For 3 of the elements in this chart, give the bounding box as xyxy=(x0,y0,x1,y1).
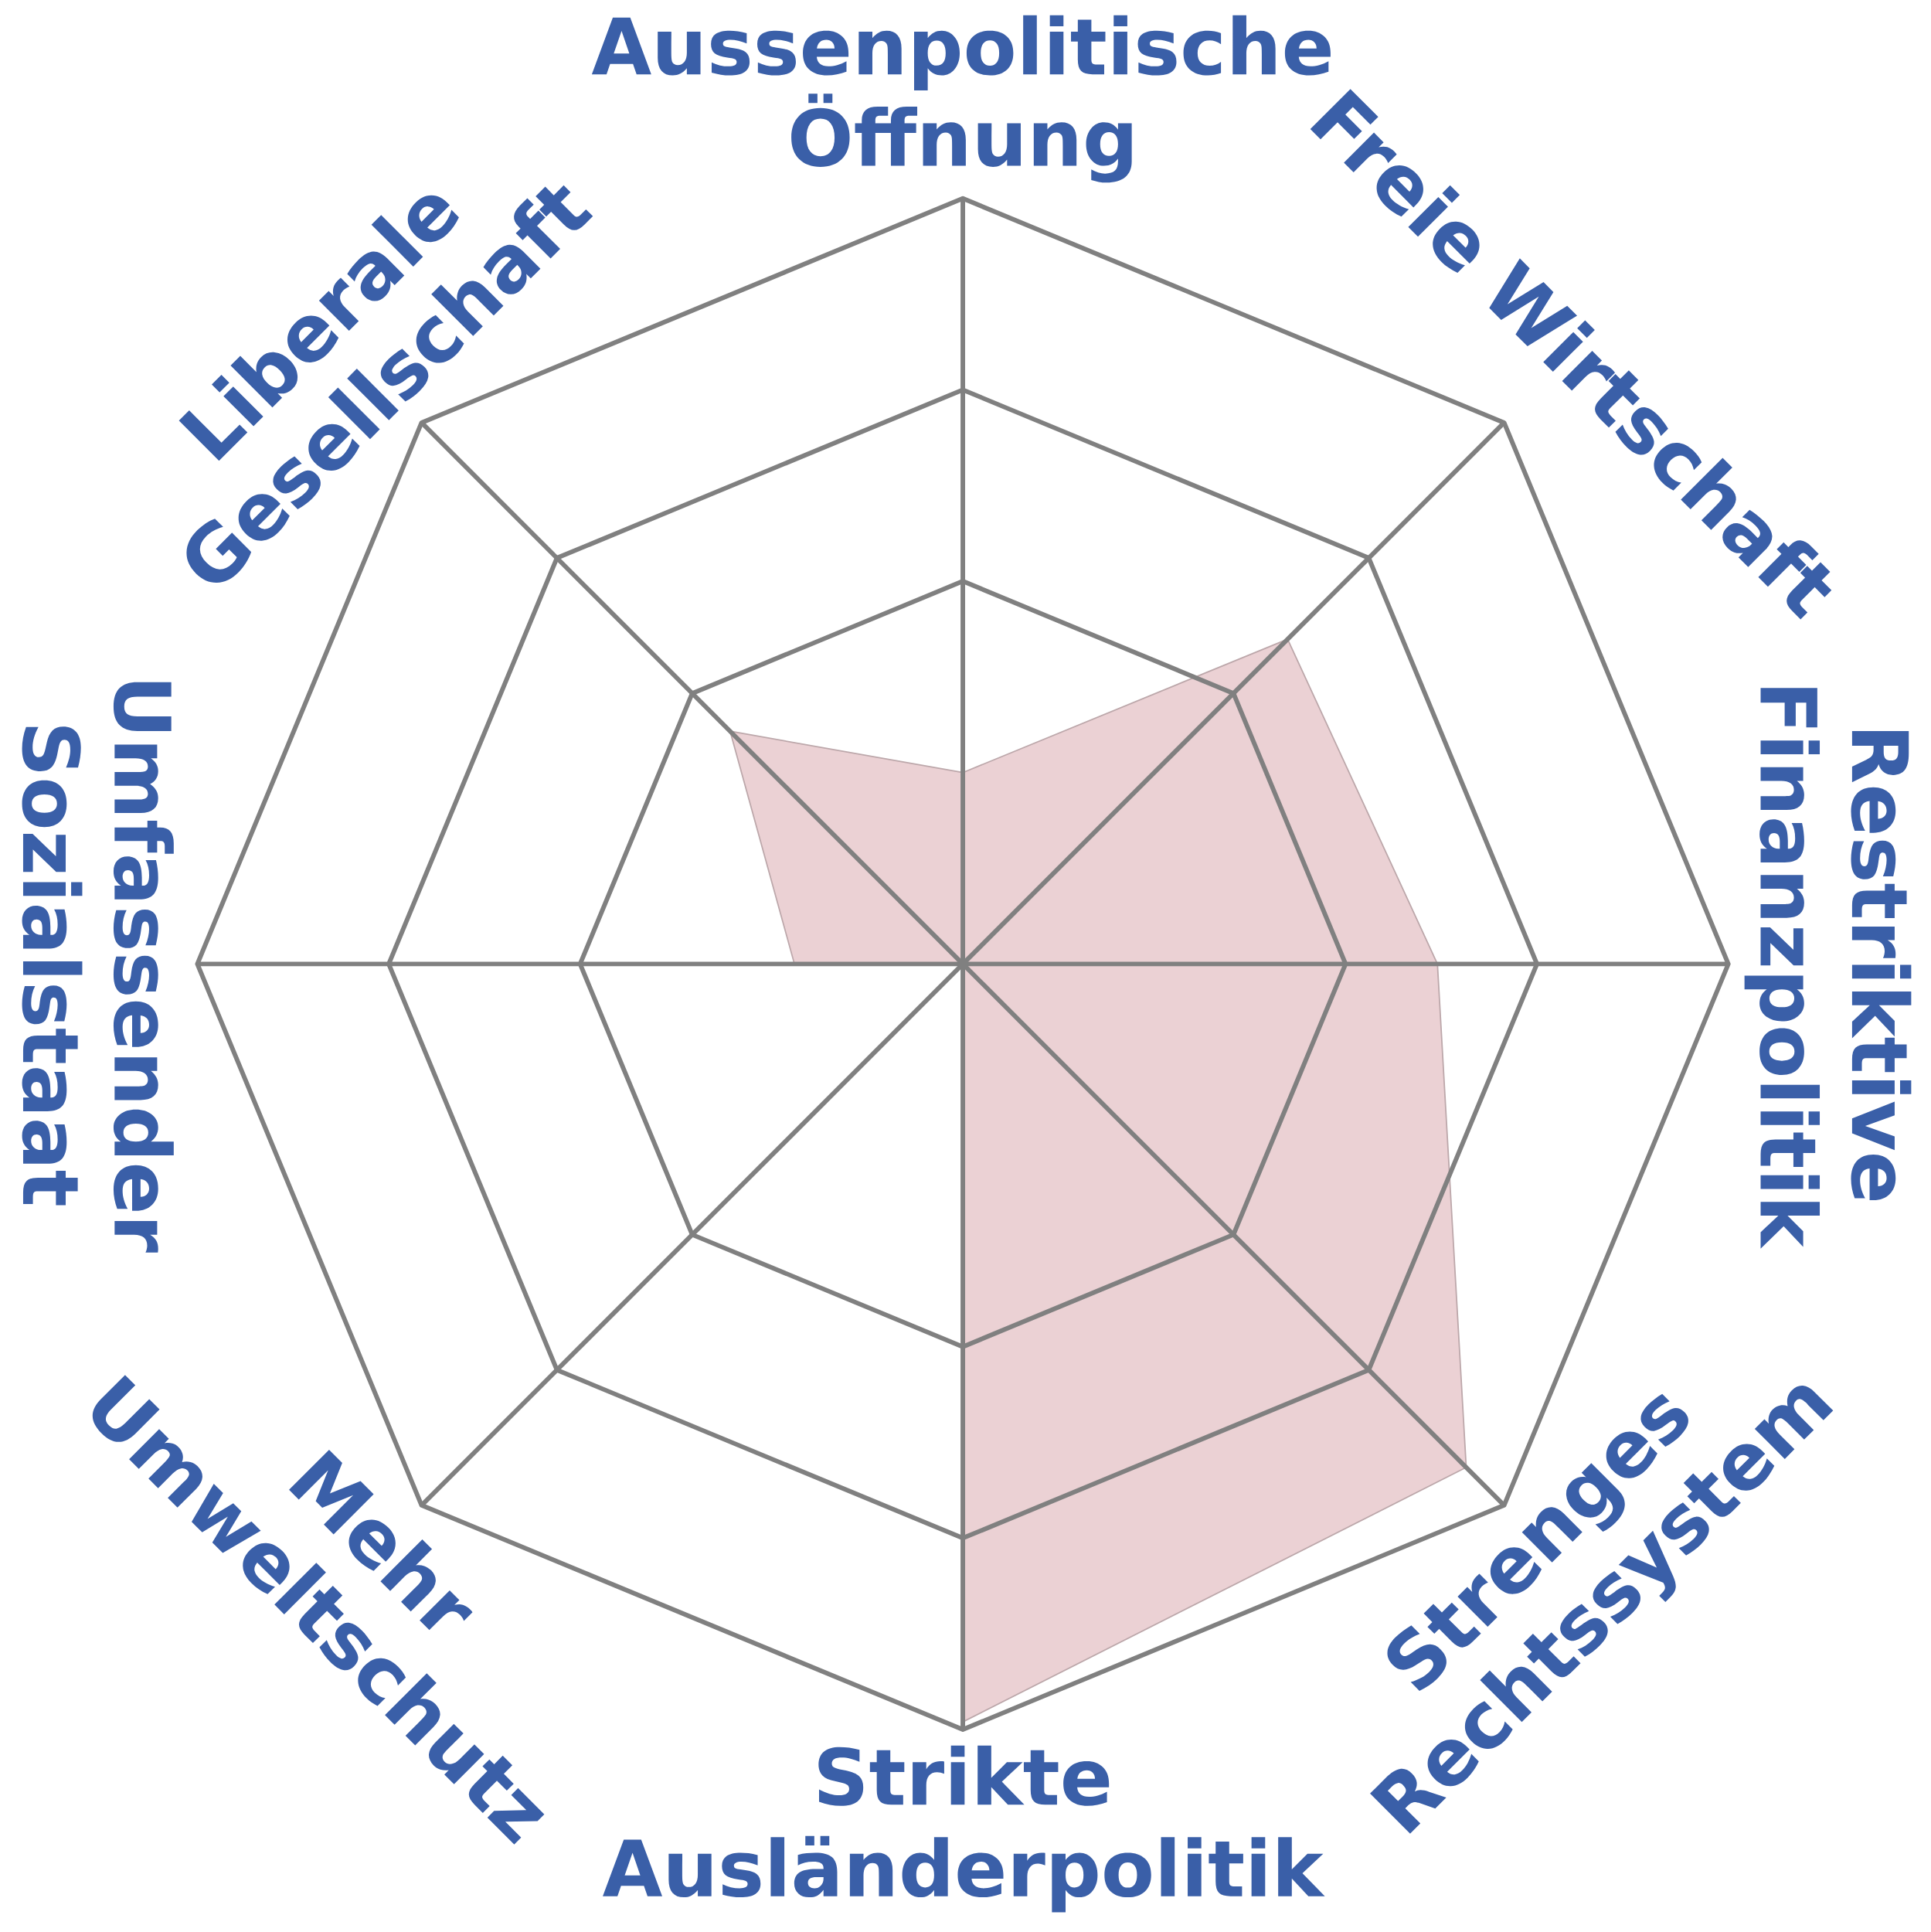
spoke-label: Umfassender Sozialstaat xyxy=(22,682,175,1253)
spoke-label: Strikte Ausländerpolitik xyxy=(603,1745,1325,1913)
spoke-label: Restriktive Finanzpolitik xyxy=(1744,688,1912,1249)
